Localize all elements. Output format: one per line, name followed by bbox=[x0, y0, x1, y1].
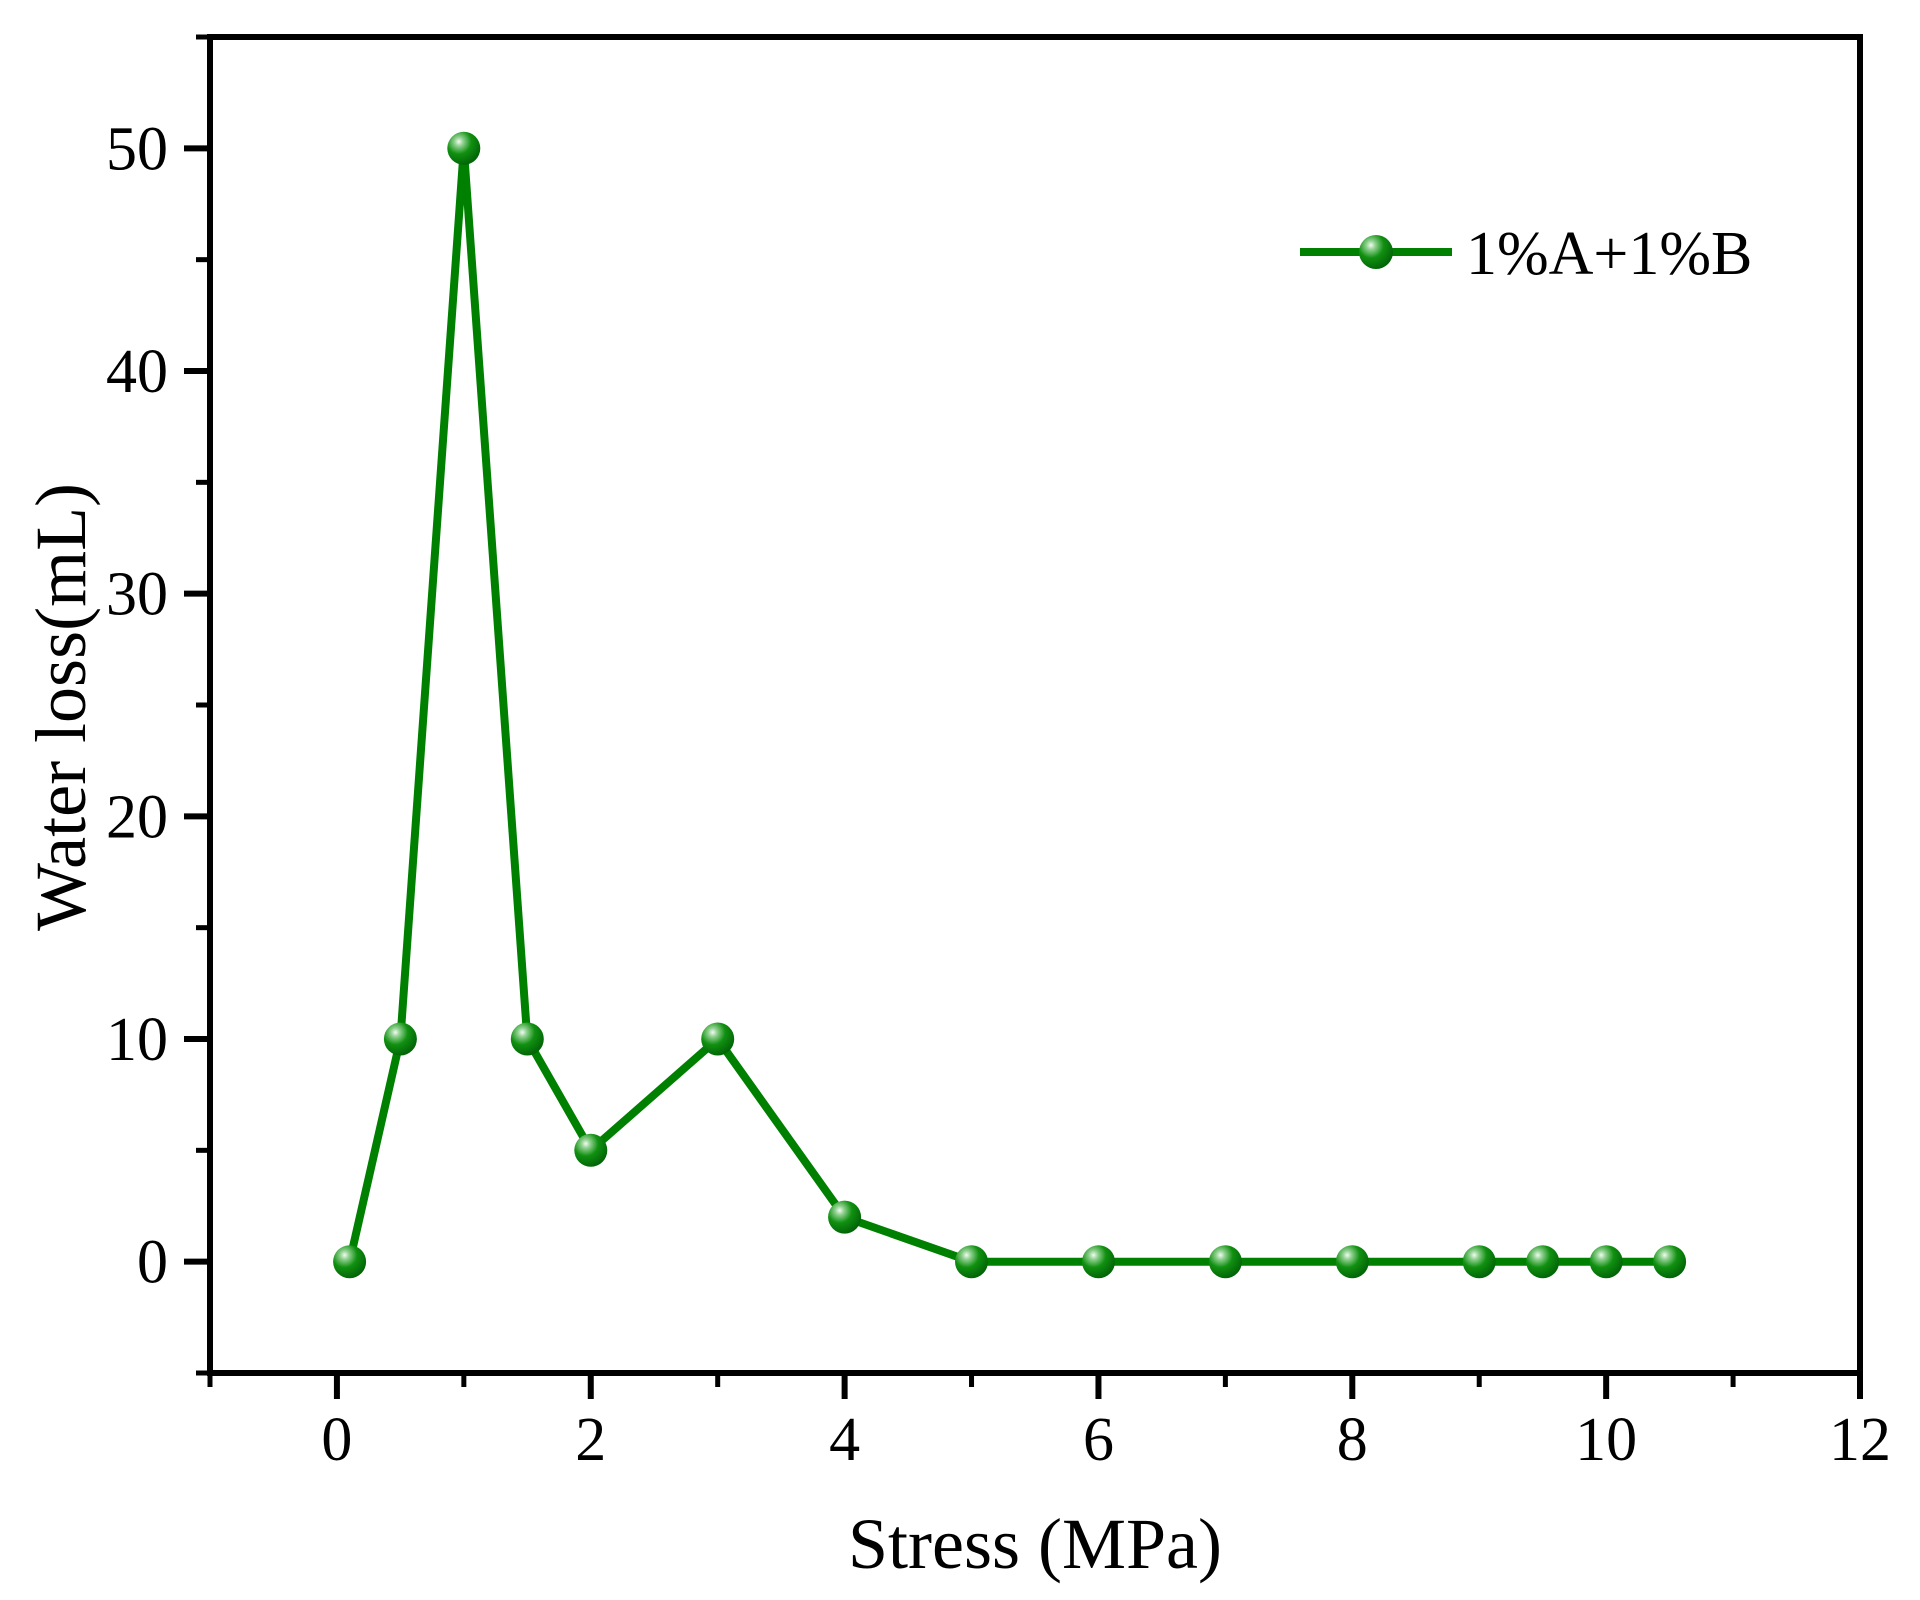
data-point-marker bbox=[1082, 1245, 1115, 1279]
y-tick-label: 20 bbox=[106, 783, 168, 851]
series-line bbox=[345, 144, 1674, 1266]
data-point-marker bbox=[510, 1022, 544, 1056]
legend: 1%A+1%B bbox=[1300, 220, 1752, 288]
axis-ticks bbox=[184, 34, 1863, 1399]
data-point-marker bbox=[333, 1245, 367, 1279]
data-point-marker bbox=[574, 1133, 608, 1167]
data-series bbox=[333, 131, 1687, 1279]
x-tick-label: 4 bbox=[829, 1406, 860, 1474]
legend-label: 1%A+1%B bbox=[1466, 220, 1752, 288]
y-tick-label: 40 bbox=[106, 338, 168, 406]
y-tick-label: 0 bbox=[137, 1229, 168, 1297]
x-axis-title: Stress (MPa) bbox=[848, 1504, 1222, 1584]
x-tick-label: 12 bbox=[1829, 1406, 1891, 1474]
legend-marker-icon bbox=[1359, 235, 1393, 269]
data-point-marker bbox=[1462, 1245, 1496, 1279]
x-tick-label: 6 bbox=[1083, 1406, 1114, 1474]
x-tick-label: 2 bbox=[575, 1406, 606, 1474]
y-axis-title: Water loss(mL) bbox=[21, 483, 101, 931]
data-point-marker bbox=[828, 1200, 862, 1234]
data-point-marker bbox=[447, 131, 481, 165]
data-point-marker bbox=[1589, 1245, 1623, 1279]
data-point-marker bbox=[1335, 1245, 1369, 1279]
data-point-marker bbox=[701, 1022, 735, 1056]
axis-tick-labels: 0 2 4 6 8 10 12 0 10 20 30 40 50 bbox=[106, 115, 1891, 1474]
data-point-marker bbox=[1653, 1245, 1687, 1279]
x-tick-label: 0 bbox=[321, 1406, 352, 1474]
data-point-marker bbox=[1526, 1245, 1560, 1279]
y-tick-label: 50 bbox=[106, 115, 168, 183]
x-tick-label: 10 bbox=[1575, 1406, 1637, 1474]
x-tick-label: 8 bbox=[1337, 1406, 1368, 1474]
data-point-marker bbox=[1208, 1245, 1242, 1279]
y-tick-label: 10 bbox=[106, 1006, 168, 1074]
data-point-marker bbox=[383, 1022, 417, 1056]
data-point-marker bbox=[955, 1245, 988, 1279]
y-tick-label: 30 bbox=[106, 561, 168, 629]
